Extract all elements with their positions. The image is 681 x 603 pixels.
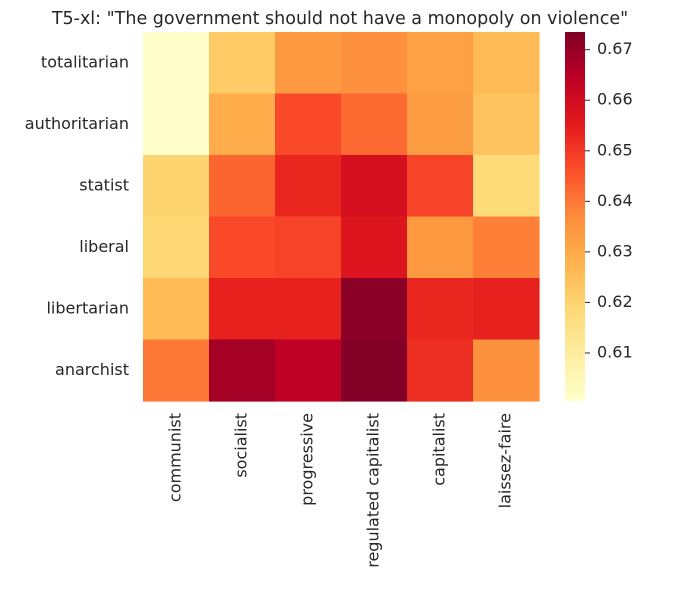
x-tick-labels: communist socialist progressive regulated c… <box>166 413 515 568</box>
colorbar-tick-label: 0.64 <box>597 191 633 210</box>
x-tick-label: progressive <box>298 413 317 506</box>
colorbar-tick-label: 0.61 <box>597 342 633 361</box>
heatmap-cell <box>275 93 342 156</box>
heatmap-cell <box>143 32 210 95</box>
colorbar-ticks: 0.61 0.62 0.63 0.64 0.65 0.66 0.67 <box>585 39 633 361</box>
heatmap-cells <box>143 32 540 402</box>
heatmap-cell <box>275 216 342 279</box>
x-tick-label: regulated capitalist <box>364 413 383 568</box>
heatmap-cell <box>209 32 276 95</box>
colorbar-tick-label: 0.63 <box>597 241 633 260</box>
heatmap-cell <box>341 155 408 218</box>
heatmap-cell <box>143 93 210 156</box>
heatmap-cell <box>275 32 342 95</box>
heatmap-cell <box>143 155 210 218</box>
heatmap-cell <box>341 216 408 279</box>
y-tick-label: totalitarian <box>41 52 129 71</box>
heatmap-cell <box>473 278 540 341</box>
colorbar-tick-label: 0.67 <box>597 39 633 58</box>
x-tick-label: communist <box>166 413 185 502</box>
colorbar-tick-label: 0.65 <box>597 140 633 159</box>
colorbar-tick-label: 0.66 <box>597 90 633 109</box>
y-tick-label: statist <box>79 175 129 194</box>
x-tick-label: socialist <box>232 413 251 478</box>
heatmap-cell <box>473 339 540 402</box>
heatmap-cell <box>407 32 474 95</box>
heatmap-cell <box>341 93 408 156</box>
heatmap-cell <box>407 339 474 402</box>
heatmap-cell <box>209 278 276 341</box>
heatmap-cell <box>341 32 408 95</box>
heatmap-cell <box>275 339 342 402</box>
heatmap-cell <box>407 278 474 341</box>
heatmap-cell <box>407 216 474 279</box>
colorbar <box>565 32 585 401</box>
y-tick-label: libertarian <box>46 298 129 317</box>
heatmap-cell <box>473 32 540 95</box>
chart-title: T5-xl: "The government should not have a… <box>51 9 628 29</box>
y-tick-label: authoritarian <box>25 114 129 133</box>
heatmap-cell <box>209 216 276 279</box>
heatmap-cell <box>275 278 342 341</box>
y-tick-label: anarchist <box>55 360 129 379</box>
y-tick-label: liberal <box>79 237 129 256</box>
heatmap-cell <box>209 93 276 156</box>
heatmap-cell <box>473 155 540 218</box>
colorbar-tick-label: 0.62 <box>597 292 633 311</box>
x-tick-label: laissez-faire <box>496 413 515 508</box>
heatmap-cell <box>407 155 474 218</box>
heatmap-cell <box>341 339 408 402</box>
heatmap-cell <box>143 339 210 402</box>
heatmap-cell <box>209 339 276 402</box>
y-tick-labels: totalitarian authoritarian statist liberal l… <box>25 52 129 379</box>
heatmap-cell <box>143 278 210 341</box>
heatmap-cell <box>143 216 210 279</box>
heatmap-cell <box>341 278 408 341</box>
x-tick-label: capitalist <box>430 413 449 486</box>
heatmap-cell <box>209 155 276 218</box>
heatmap-cell <box>473 93 540 156</box>
heatmap-cell <box>407 93 474 156</box>
heatmap-cell <box>473 216 540 279</box>
heatmap-cell <box>275 155 342 218</box>
